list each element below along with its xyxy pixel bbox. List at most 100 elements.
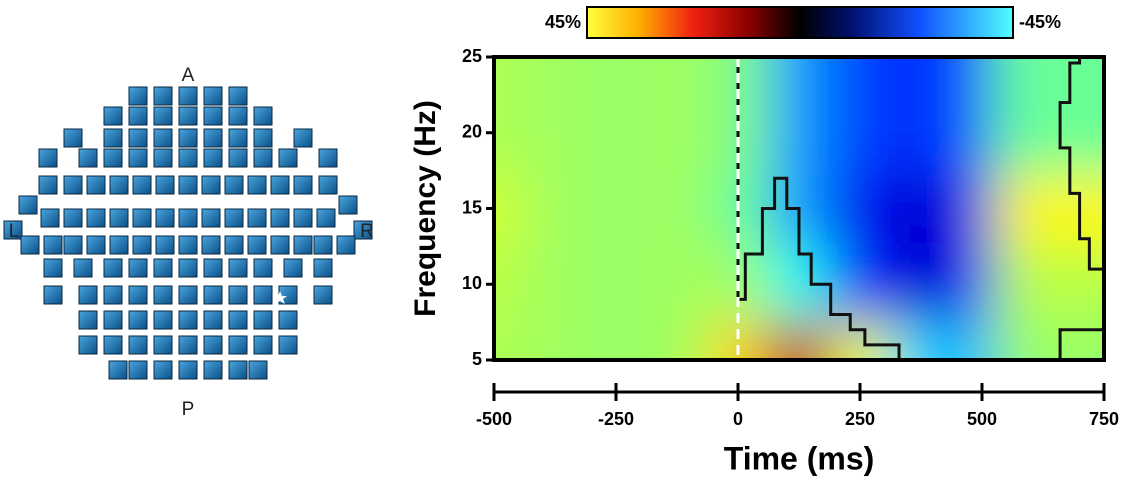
sensor <box>293 128 313 148</box>
sensor-layout: A L R P <box>3 65 374 420</box>
sensor <box>318 175 338 195</box>
sensor <box>270 235 290 255</box>
heatmap-cells <box>494 57 1104 360</box>
heatmap-cell <box>646 57 708 175</box>
x-tick-label: 750 <box>1089 409 1119 429</box>
sensor <box>224 175 244 195</box>
sensor <box>253 258 273 278</box>
sensor <box>203 148 223 168</box>
sensor <box>293 235 313 255</box>
heatmap-cell <box>993 57 1104 175</box>
sensor <box>228 106 248 126</box>
sensor <box>178 106 198 126</box>
sensor <box>228 258 248 278</box>
heatmap-cell <box>993 170 1104 247</box>
sensor <box>178 235 198 255</box>
sensor <box>103 285 123 305</box>
sensor <box>203 86 223 106</box>
y-tick-label: 15 <box>462 197 482 217</box>
sensor <box>103 335 123 355</box>
sensor <box>203 106 223 126</box>
sensor <box>63 128 83 148</box>
sensor <box>203 310 223 330</box>
sensor <box>283 258 303 278</box>
colorbar-label: 45% <box>545 12 581 32</box>
sensor <box>153 360 173 380</box>
selected-sensor-star <box>273 291 287 304</box>
heatmap-cell <box>524 170 586 247</box>
sensor <box>228 148 248 168</box>
sensor <box>178 148 198 168</box>
sensor <box>128 128 148 148</box>
sensor <box>63 235 83 255</box>
sensor <box>201 208 221 228</box>
heatmap-cell <box>829 57 891 175</box>
sensor <box>253 335 273 355</box>
sensor <box>203 258 223 278</box>
sensor <box>128 285 148 305</box>
heatmap-cell <box>829 170 891 247</box>
sensor <box>253 310 273 330</box>
sensor <box>224 235 244 255</box>
heatmap-cell <box>890 57 952 175</box>
sensor <box>153 285 173 305</box>
sensor <box>248 360 268 380</box>
sensor <box>253 285 273 305</box>
heatmap-cell <box>585 57 647 175</box>
sensor <box>278 310 298 330</box>
y-tick-label: 5 <box>472 349 482 369</box>
sensor <box>43 258 63 278</box>
heatmap-cell <box>524 57 586 175</box>
heatmap-cell <box>585 246 647 323</box>
sensor <box>128 310 148 330</box>
sensor <box>128 360 148 380</box>
sensor <box>178 208 198 228</box>
sensor <box>228 335 248 355</box>
sensor <box>313 258 333 278</box>
sensor <box>201 175 221 195</box>
colorbar-label: -45% <box>1019 12 1061 32</box>
sensor <box>278 335 298 355</box>
sensor <box>128 258 148 278</box>
x-tick-label: 500 <box>967 409 997 429</box>
sensor <box>78 310 98 330</box>
sensor <box>103 148 123 168</box>
sensor <box>253 128 273 148</box>
sensor <box>86 235 106 255</box>
sensor <box>109 235 129 255</box>
sensor <box>203 335 223 355</box>
sensor <box>103 310 123 330</box>
sensor <box>178 258 198 278</box>
sensor <box>38 175 58 195</box>
sensor <box>178 175 198 195</box>
heatmap-cell <box>524 246 586 323</box>
sensor <box>247 208 267 228</box>
sensor <box>313 285 333 305</box>
sensor <box>103 258 123 278</box>
sensor <box>203 360 223 380</box>
y-axis-title: Frequency (Hz) <box>409 100 442 317</box>
label-posterior: P <box>182 399 195 420</box>
sensor <box>153 106 173 126</box>
x-tick-label: -250 <box>598 409 634 429</box>
sensor <box>153 335 173 355</box>
sensor <box>293 208 313 228</box>
sensor <box>228 310 248 330</box>
sensor <box>278 148 298 168</box>
heatmap-cell <box>890 246 952 323</box>
heatmap-cell <box>646 170 708 247</box>
sensor <box>228 360 248 380</box>
sensor <box>109 208 129 228</box>
sensor <box>38 148 58 168</box>
sensor <box>153 128 173 148</box>
sensor <box>155 208 175 228</box>
y-tick-label: 25 <box>462 46 482 66</box>
colorbar <box>586 6 1014 39</box>
sensor <box>228 86 248 106</box>
label-anterior: A <box>182 65 195 86</box>
significance-outline <box>736 57 1104 360</box>
sensor <box>103 128 123 148</box>
y-tick-label: 20 <box>462 122 482 142</box>
sensor <box>86 208 106 228</box>
